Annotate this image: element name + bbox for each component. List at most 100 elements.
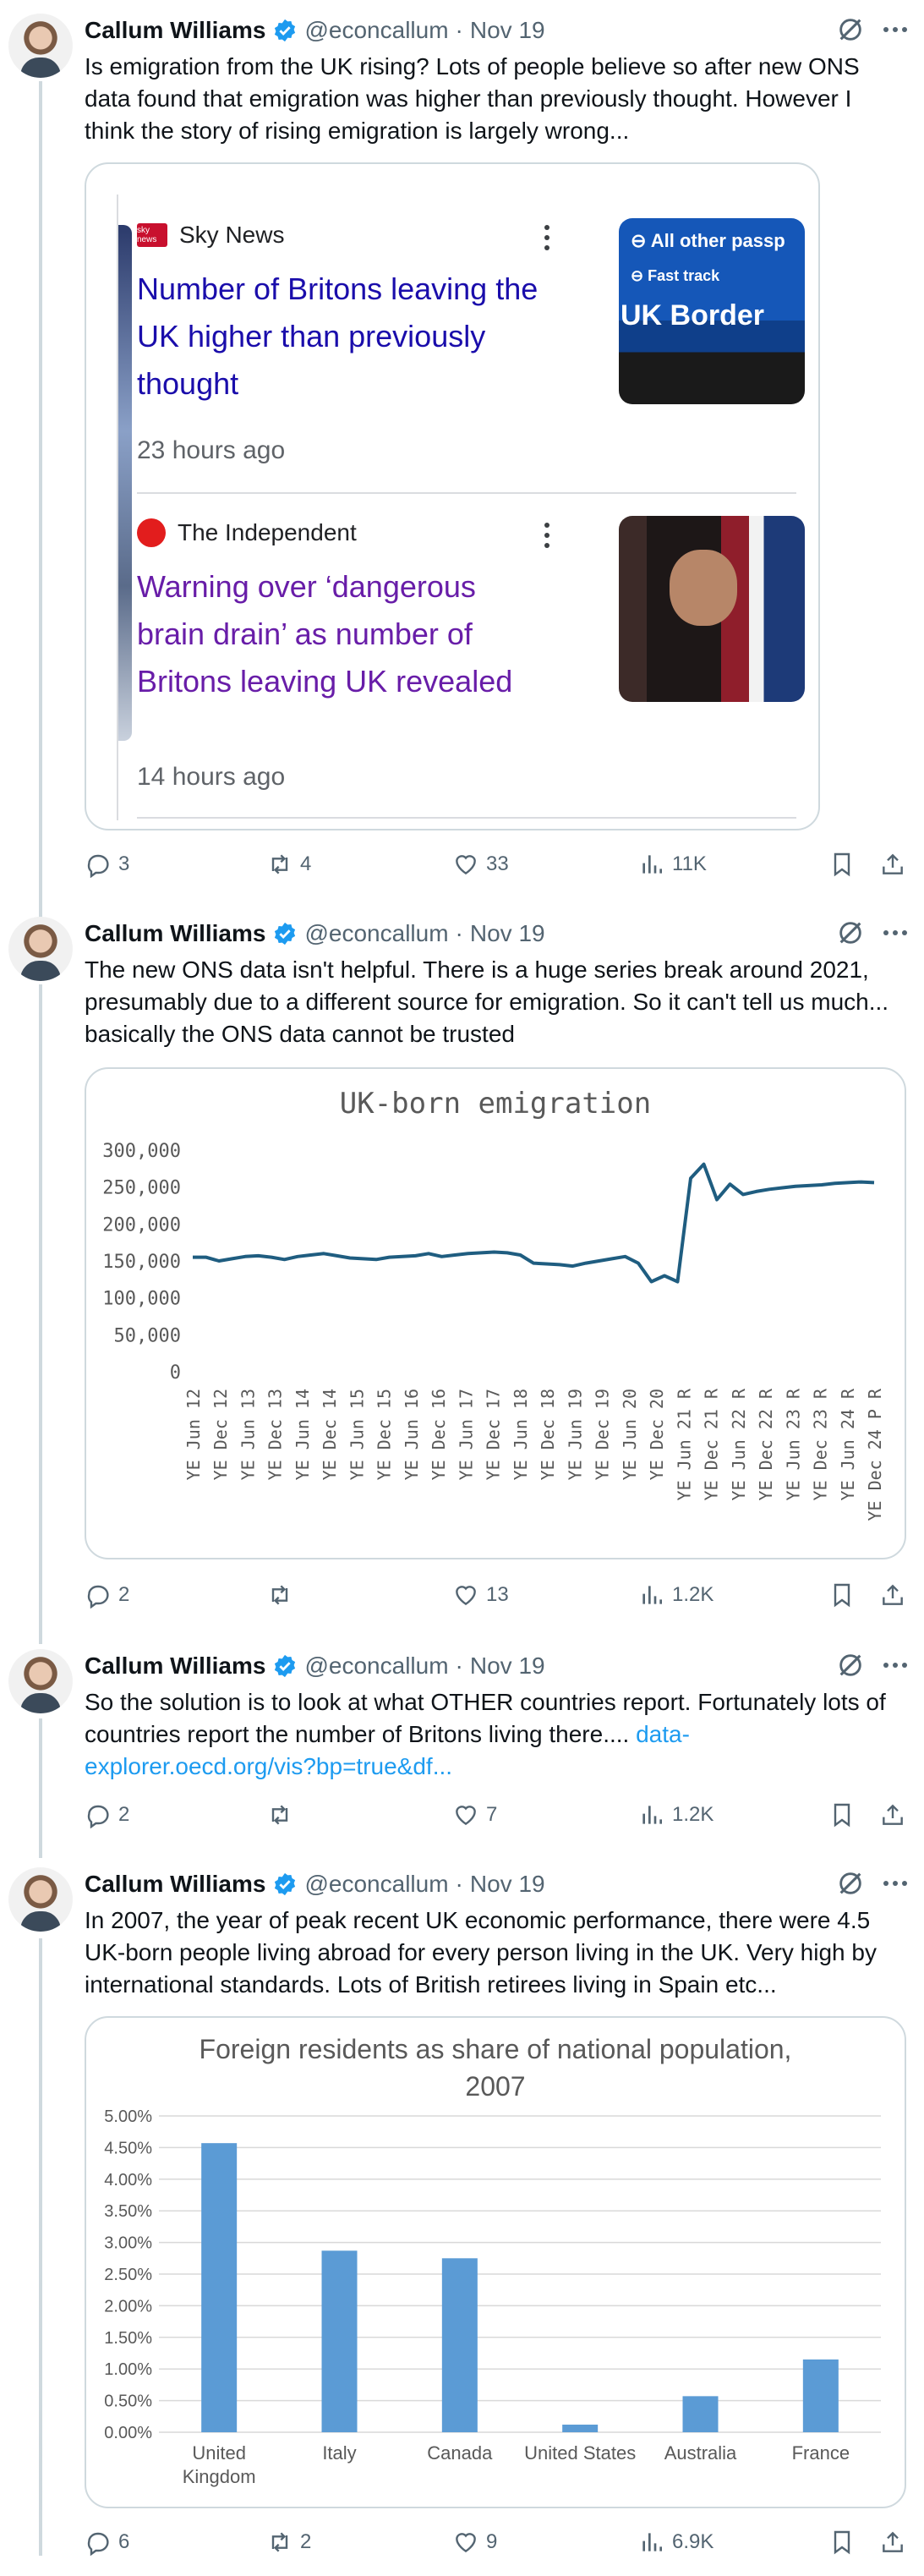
news-item-1[interactable]: sky news Sky News Number of Britons leav…: [137, 218, 805, 472]
reply-button[interactable]: 6: [85, 2524, 129, 2561]
share-button[interactable]: [879, 2524, 906, 2561]
views-button[interactable]: 11K: [638, 846, 707, 883]
tweet-1[interactable]: Callum Williams @econcallum · Nov 19 Is …: [0, 0, 924, 913]
avatar[interactable]: [8, 14, 73, 78]
x-tick-label: YE Jun 12: [183, 1389, 204, 1480]
x-tick-label: YE Dec 24 P R: [865, 1388, 885, 1521]
tweet-3[interactable]: Callum Williams @econcallum · Nov 19 So …: [0, 1636, 924, 1855]
author-name[interactable]: Callum Williams: [85, 17, 266, 43]
verified-badge-icon: [275, 1654, 296, 1678]
grok-icon[interactable]: [836, 15, 865, 44]
news-source: sky news Sky News: [137, 222, 285, 248]
reply-button[interactable]: 2: [85, 1796, 129, 1833]
author-handle[interactable]: @econcallum: [304, 17, 449, 43]
repost-button[interactable]: 2: [266, 2524, 311, 2561]
tweet-date[interactable]: Nov 19: [469, 920, 545, 946]
news-thumbnail[interactable]: [619, 516, 805, 702]
bookmark-button[interactable]: [828, 1576, 856, 1614]
tweet-4[interactable]: Callum Williams @econcallum · Nov 19 In …: [0, 1854, 924, 2576]
x-tick-label: YE Dec 13: [265, 1389, 286, 1480]
grok-icon[interactable]: [836, 1869, 865, 1898]
tweet-date[interactable]: Nov 19: [469, 1652, 545, 1679]
tweet-text: So the solution is to look at what OTHER…: [85, 1686, 896, 1783]
news-card[interactable]: sky news Sky News Number of Britons leav…: [85, 162, 820, 830]
avatar[interactable]: [8, 1649, 73, 1713]
oecd-link[interactable]: data-: [636, 1721, 690, 1747]
repost-button[interactable]: 4: [266, 846, 311, 883]
analytics-icon: [642, 1586, 662, 1604]
verified-badge-icon: [275, 19, 296, 42]
more-options-icon[interactable]: [878, 17, 912, 42]
news-more-icon[interactable]: [543, 523, 551, 548]
author-name[interactable]: Callum Williams: [85, 1871, 266, 1897]
y-tick-label: 2.50%: [104, 2266, 152, 2284]
tweet-header: Callum Williams @econcallum · Nov 19: [85, 1869, 545, 1899]
share-button[interactable]: [879, 1796, 906, 1833]
chart-card[interactable]: Foreign residents as share of national p…: [85, 2016, 906, 2508]
tweet-text: The new ONS data isn't helpful. There is…: [85, 956, 889, 1047]
avatar[interactable]: [8, 1867, 73, 1932]
reply-icon: [87, 1805, 109, 1828]
author-name[interactable]: Callum Williams: [85, 1652, 266, 1679]
tweet-header: Callum Williams @econcallum · Nov 19: [85, 15, 545, 46]
share-icon: [883, 2531, 903, 2552]
y-tick-label: 3.50%: [104, 2202, 152, 2221]
bookmark-button[interactable]: [828, 1796, 856, 1833]
reply-button[interactable]: 2: [85, 1576, 129, 1614]
x-tick-label: YE Jun 20: [620, 1389, 640, 1480]
tweet-date[interactable]: Nov 19: [469, 17, 545, 43]
tweet-date[interactable]: Nov 19: [469, 1871, 545, 1897]
news-title[interactable]: Number of Britons leaving the UK higher …: [137, 271, 539, 401]
news-title[interactable]: Warning over ‘dangerous brain drain’ as …: [137, 569, 513, 699]
views-button[interactable]: 6.9K: [638, 2524, 714, 2561]
news-item-2[interactable]: The Independent Warning over ‘dangerous …: [137, 516, 805, 795]
thread-line: [39, 984, 42, 1644]
like-button[interactable]: 33: [452, 846, 509, 883]
like-button[interactable]: 13: [452, 1576, 509, 1614]
news-time: 14 hours ago: [137, 763, 286, 791]
share-icon: [883, 1804, 903, 1825]
x-tick-label: YE Jun 21 R: [674, 1388, 694, 1500]
like-button[interactable]: 7: [452, 1796, 497, 1833]
bar: [321, 2250, 358, 2432]
author-name[interactable]: Callum Williams: [85, 920, 266, 946]
heart-icon: [456, 2533, 476, 2553]
category-label: United States: [524, 2442, 636, 2464]
share-button[interactable]: [879, 1576, 906, 1614]
repost-button[interactable]: [266, 1796, 300, 1833]
author-handle[interactable]: @econcallum: [304, 1871, 449, 1897]
grok-icon[interactable]: [836, 918, 865, 947]
bookmark-icon: [834, 1583, 850, 1608]
news-more-icon[interactable]: [543, 225, 551, 250]
more-options-icon[interactable]: [878, 920, 912, 945]
like-button[interactable]: 9: [452, 2524, 497, 2561]
share-button[interactable]: [879, 846, 906, 883]
x-tick-label: YE Dec 12: [210, 1389, 231, 1480]
more-options-icon[interactable]: [878, 1652, 912, 1678]
bookmark-button[interactable]: [828, 846, 856, 883]
tweet-text: Is emigration from the UK rising? Lots o…: [85, 53, 860, 144]
views-button[interactable]: 1.2K: [638, 1576, 714, 1614]
chart-card[interactable]: UK-born emigration 300,000 250,000 200,000 1…: [85, 1067, 906, 1559]
author-handle[interactable]: @econcallum: [304, 1652, 449, 1679]
x-tick-label: YE Dec 16: [429, 1389, 449, 1480]
x-tick-label: YE Jun 13: [238, 1389, 258, 1480]
tweet-2[interactable]: Callum Williams @econcallum · Nov 19 The…: [0, 903, 924, 1664]
reply-icon: [87, 1585, 109, 1609]
avatar[interactable]: [8, 917, 73, 981]
analytics-icon: [642, 2533, 662, 2551]
x-tick-label: YE Dec 17: [484, 1389, 504, 1480]
repost-button[interactable]: [266, 1576, 300, 1614]
grok-icon[interactable]: [836, 1651, 865, 1680]
bookmark-button[interactable]: [828, 2524, 856, 2561]
views-button[interactable]: 1.2K: [638, 1796, 714, 1833]
author-handle[interactable]: @econcallum: [304, 920, 449, 946]
oecd-link-continued[interactable]: explorer.oecd.org/vis?bp=true&df...: [85, 1753, 453, 1779]
share-icon: [883, 853, 903, 874]
thread-line: [39, 81, 42, 918]
repost-icon: [271, 854, 288, 874]
news-thumbnail[interactable]: ⊖ All other passp ⊖ Fast track UK Border: [619, 218, 805, 404]
more-options-icon[interactable]: [878, 1871, 912, 1896]
previous-news-thumbnail[interactable]: [118, 225, 132, 741]
reply-button[interactable]: 3: [85, 846, 129, 883]
